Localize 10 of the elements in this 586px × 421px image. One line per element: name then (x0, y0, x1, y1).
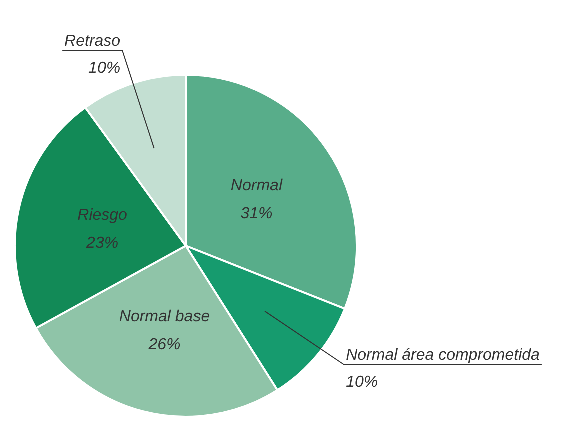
data-label: 10% (346, 374, 378, 391)
slice-label: Riesgo (78, 206, 128, 224)
data-label: 23% (86, 234, 119, 252)
slice-label: Normal (230, 177, 283, 194)
slice-label: Retraso (64, 32, 121, 50)
slice-label: Normal área comprometida (346, 346, 540, 364)
data-label: 26% (148, 336, 181, 354)
slice-label: Normal base (119, 308, 210, 326)
data-label: 10% (88, 60, 121, 77)
data-label: 31% (240, 205, 273, 222)
